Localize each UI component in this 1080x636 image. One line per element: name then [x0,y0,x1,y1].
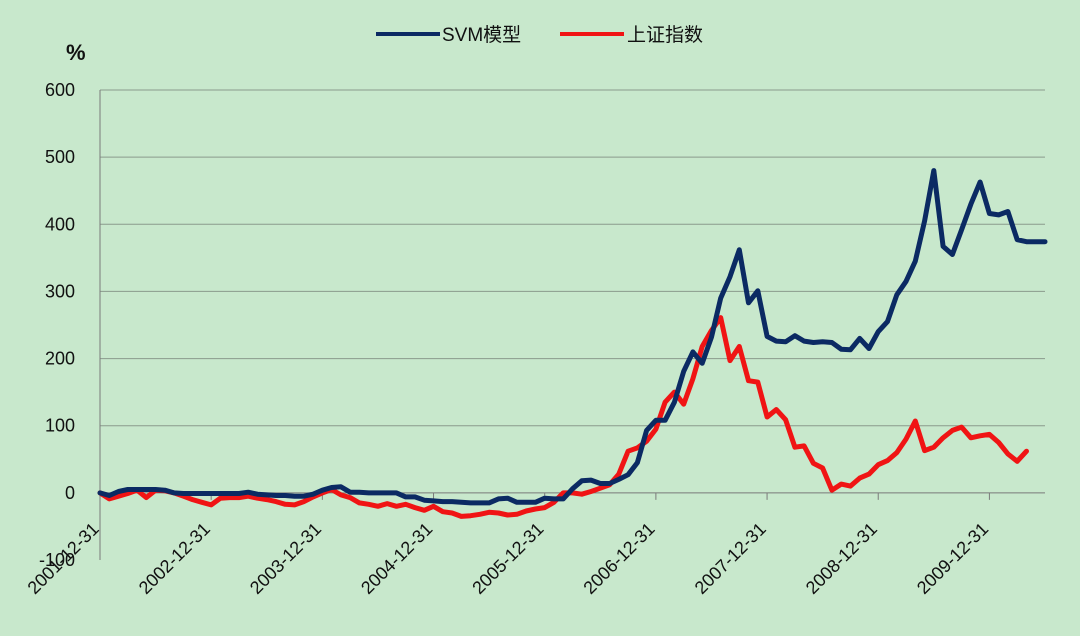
series-lines [97,168,1048,519]
legend: SVM模型 上证指数 [376,24,703,46]
y-tick-label: -100 [39,550,75,570]
y-tick-label: 400 [45,214,75,234]
y-tick-label: 500 [45,147,75,167]
y-tick-label: 600 [45,80,75,100]
legend-label-shanghai-index: 上证指数 [627,24,703,46]
gridlines [100,89,1045,427]
y-axis-unit-label: % [66,40,86,65]
legend-label-svm: SVM模型 [442,24,521,46]
series-line-shanghai-index [97,315,1029,519]
y-tick-label: 100 [45,416,75,436]
y-tick-label: 300 [45,281,75,301]
y-tick-label: 200 [45,349,75,369]
y-axis: -100 0 100 200 300 400 500 600 [39,80,75,570]
series-line-svm [97,168,1048,506]
y-tick-label: 0 [65,483,75,503]
